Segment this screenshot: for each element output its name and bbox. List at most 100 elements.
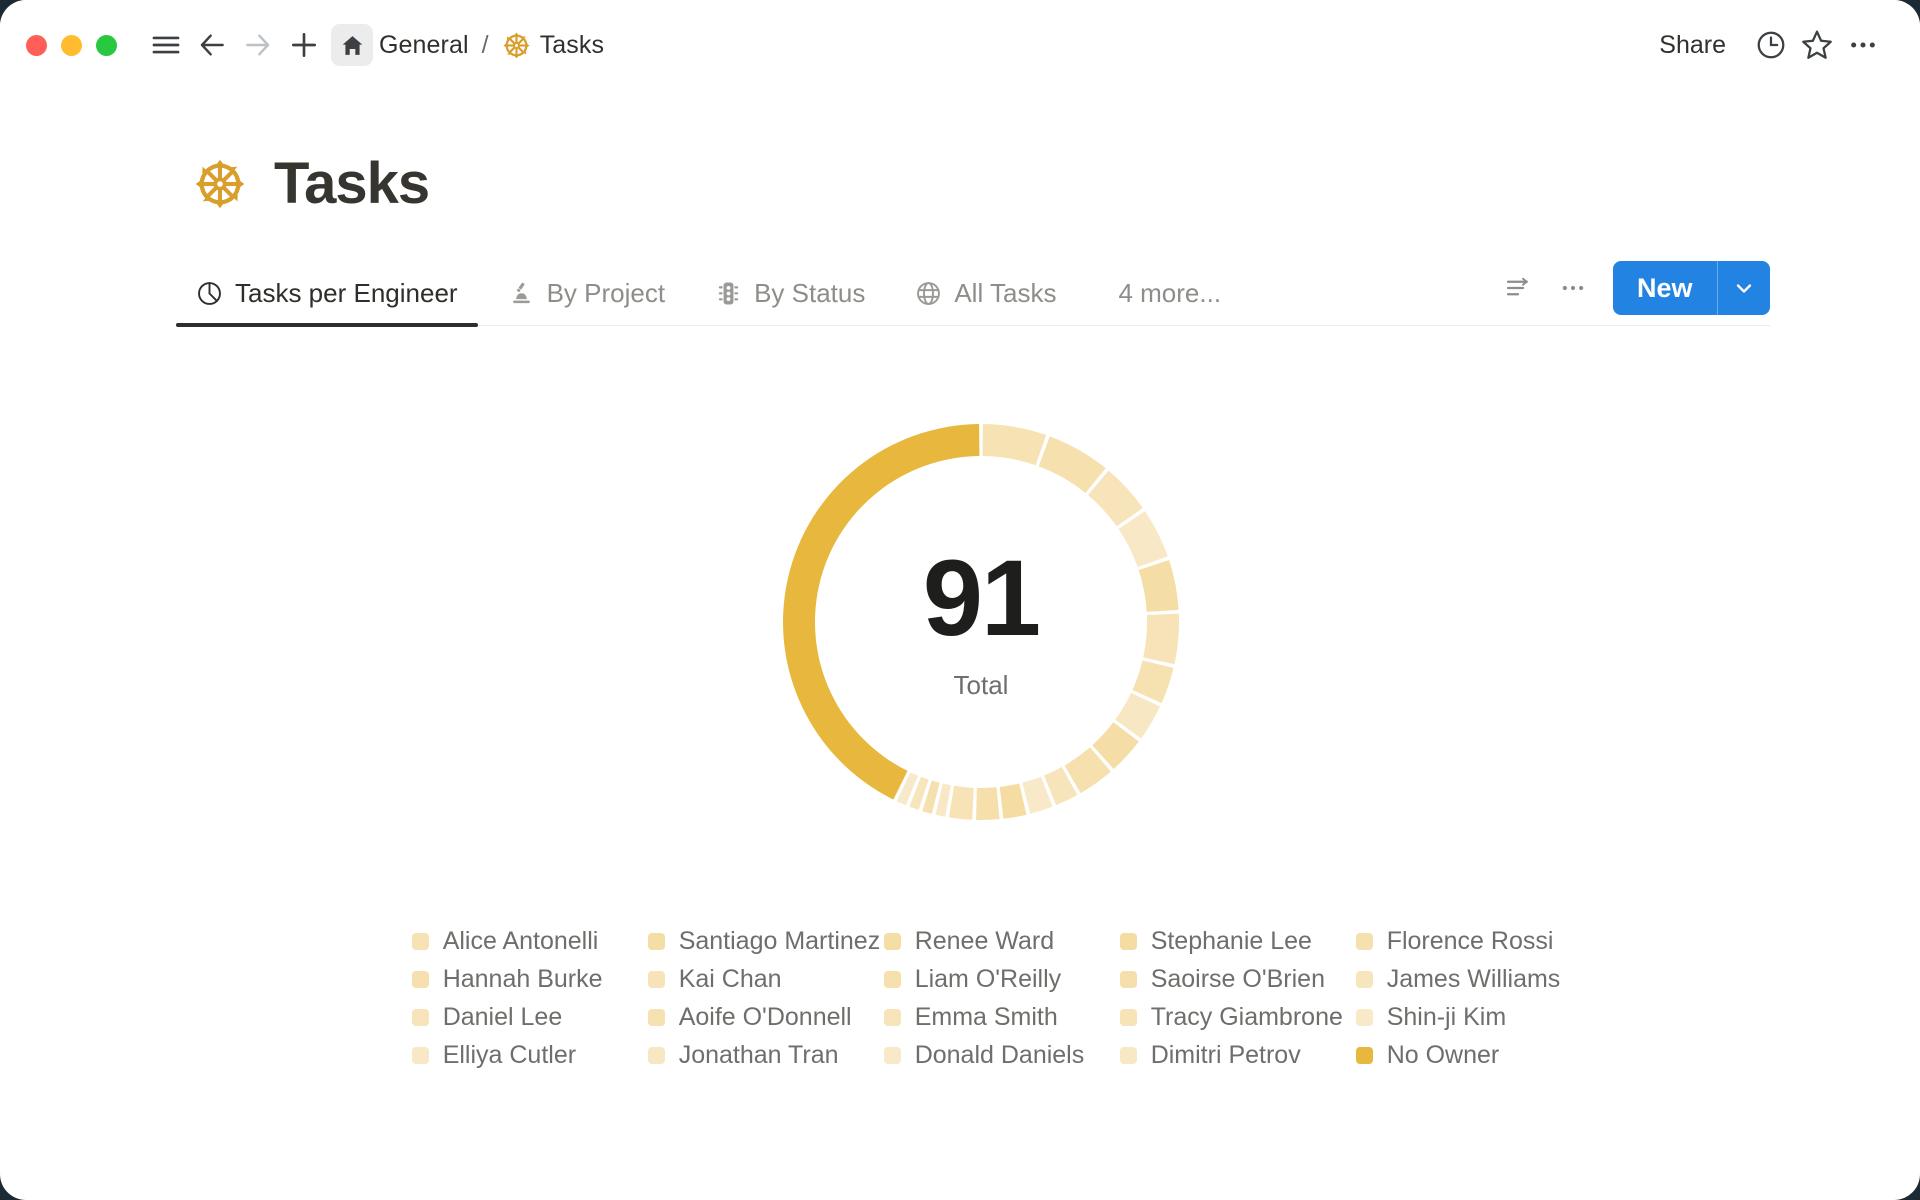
donut-slice[interactable]	[982, 424, 1047, 466]
donut-slice[interactable]	[782, 424, 980, 800]
traffic-lights	[26, 34, 117, 56]
breadcrumb-workspace[interactable]: General	[379, 30, 469, 59]
legend-label: Kai Chan	[678, 964, 782, 993]
legend-swatch	[647, 1008, 665, 1026]
legend-swatch	[1355, 1008, 1373, 1026]
donut-chart[interactable]: 91 Total	[731, 372, 1231, 872]
legend-swatch	[411, 1008, 429, 1026]
tab-by-status[interactable]: By Status	[711, 268, 885, 325]
legend-label: Liam O'Reilly	[914, 964, 1062, 993]
home-icon[interactable]	[331, 24, 373, 66]
view-subtext	[196, 340, 1770, 354]
legend-item[interactable]: Jonathan Tran	[647, 1036, 884, 1074]
donut-slice[interactable]	[1092, 722, 1139, 769]
minimize-window-button[interactable]	[61, 34, 82, 56]
view-tabs: Tasks per Engineer By Project	[176, 268, 1241, 327]
legend-label: Florence Rossi	[1386, 926, 1554, 955]
share-button[interactable]: Share	[1659, 30, 1726, 59]
donut-slice[interactable]	[1118, 511, 1168, 568]
legend-item[interactable]: Donald Daniels	[883, 1036, 1120, 1074]
legend-item[interactable]: Liam O'Reilly	[883, 960, 1120, 998]
breadcrumb-page[interactable]: Tasks	[539, 30, 605, 59]
donut-svg	[782, 424, 1179, 820]
view-more-icon[interactable]	[1559, 274, 1587, 302]
donut-slice[interactable]	[1022, 776, 1053, 814]
donut-slice[interactable]	[896, 772, 918, 806]
donut-slice[interactable]	[909, 776, 929, 810]
legend-swatch	[647, 932, 665, 950]
legend-label: Emma Smith	[914, 1002, 1058, 1031]
legend-swatch	[1355, 970, 1373, 988]
legend-label: Shin-ji Kim	[1386, 1002, 1507, 1031]
clock-icon[interactable]	[1748, 22, 1794, 68]
donut-slice[interactable]	[976, 787, 1000, 820]
donut-slice[interactable]	[1044, 767, 1078, 806]
close-window-button[interactable]	[26, 34, 47, 56]
legend-swatch	[883, 1008, 901, 1026]
ship-wheel-icon	[502, 31, 531, 60]
titlebar: General / Tasks Share	[0, 0, 1920, 90]
chart-area: 91 Total Alice Antonelli Hannah Burke Dani…	[192, 372, 1770, 1074]
legend-item[interactable]: Florence Rossi	[1355, 922, 1561, 960]
legend-swatch	[883, 1046, 901, 1064]
donut-slice[interactable]	[1143, 613, 1179, 665]
legend-swatch	[883, 932, 901, 950]
legend-item[interactable]: Hannah Burke	[411, 960, 648, 998]
more-options-icon[interactable]	[1840, 22, 1886, 68]
legend-item[interactable]: James Williams	[1355, 960, 1561, 998]
legend-item[interactable]: Kai Chan	[647, 960, 884, 998]
legend-item[interactable]: Dimitri Petrov	[1119, 1036, 1356, 1074]
legend-label: Hannah Burke	[442, 964, 603, 993]
tab-label: All Tasks	[954, 278, 1057, 308]
hamburger-menu-icon[interactable]	[143, 22, 189, 68]
legend-item[interactable]: No Owner	[1355, 1036, 1561, 1074]
legend-item[interactable]: Renee Ward	[883, 922, 1120, 960]
legend-label: Aoife O'Donnell	[678, 1002, 852, 1031]
legend-item[interactable]: Tracy Giambrone	[1119, 998, 1356, 1036]
legend-item[interactable]: Stephanie Lee	[1119, 922, 1356, 960]
donut-slice[interactable]	[1038, 436, 1106, 494]
page-header: Tasks	[192, 150, 1770, 217]
legend-item[interactable]: Santiago Martinez	[647, 922, 884, 960]
legend-item[interactable]: Daniel Lee	[411, 998, 648, 1036]
tab-all-tasks[interactable]: All Tasks	[911, 268, 1076, 325]
legend-item[interactable]: Elliya Cutler	[411, 1036, 648, 1074]
donut-slice[interactable]	[922, 780, 940, 814]
legend-swatch	[883, 970, 901, 988]
new-page-button[interactable]	[281, 22, 327, 68]
legend-column: Santiago Martinez Kai Chan Aoife O'Donnell…	[647, 922, 884, 1074]
legend-label: Donald Daniels	[914, 1040, 1085, 1069]
tab-label: By Project	[546, 278, 666, 308]
page-content: Tasks Tasks per Engineer	[0, 90, 1920, 1074]
legend-item[interactable]: Shin-ji Kim	[1355, 998, 1561, 1036]
breadcrumb-separator: /	[481, 30, 489, 59]
donut-slice[interactable]	[1064, 747, 1111, 794]
legend-column: Alice Antonelli Hannah Burke Daniel Lee Ell…	[411, 922, 648, 1074]
tab-by-project[interactable]: By Project	[504, 268, 686, 325]
maximize-window-button[interactable]	[96, 34, 117, 56]
legend-item[interactable]: Alice Antonelli	[411, 922, 648, 960]
legend-label: Tracy Giambrone	[1150, 1002, 1343, 1031]
chevron-down-icon[interactable]	[1718, 261, 1770, 315]
legend-item[interactable]: Saoirse O'Brien	[1119, 960, 1356, 998]
donut-slice[interactable]	[999, 783, 1027, 819]
donut-slice[interactable]	[1132, 660, 1174, 704]
legend-swatch	[647, 1046, 665, 1064]
tab-tasks-per-engineer[interactable]: Tasks per Engineer	[176, 268, 478, 327]
legend-item[interactable]: Emma Smith	[883, 998, 1120, 1036]
donut-slice[interactable]	[1138, 560, 1179, 612]
legend-item[interactable]: Aoife O'Donnell	[647, 998, 884, 1036]
donut-slice[interactable]	[1087, 470, 1143, 527]
legend-label: James Williams	[1386, 964, 1561, 993]
tabs-overflow-button[interactable]: 4 more...	[1118, 278, 1222, 308]
star-icon[interactable]	[1794, 22, 1840, 68]
donut-slice[interactable]	[948, 785, 974, 820]
filter-sort-icon[interactable]	[1503, 273, 1533, 303]
donut-slice[interactable]	[1115, 692, 1161, 739]
donut-slice[interactable]	[935, 783, 951, 817]
new-button[interactable]: New	[1636, 272, 1693, 303]
page-ship-wheel-icon[interactable]	[192, 156, 248, 212]
forward-button[interactable]	[235, 22, 281, 68]
back-button[interactable]	[189, 22, 235, 68]
